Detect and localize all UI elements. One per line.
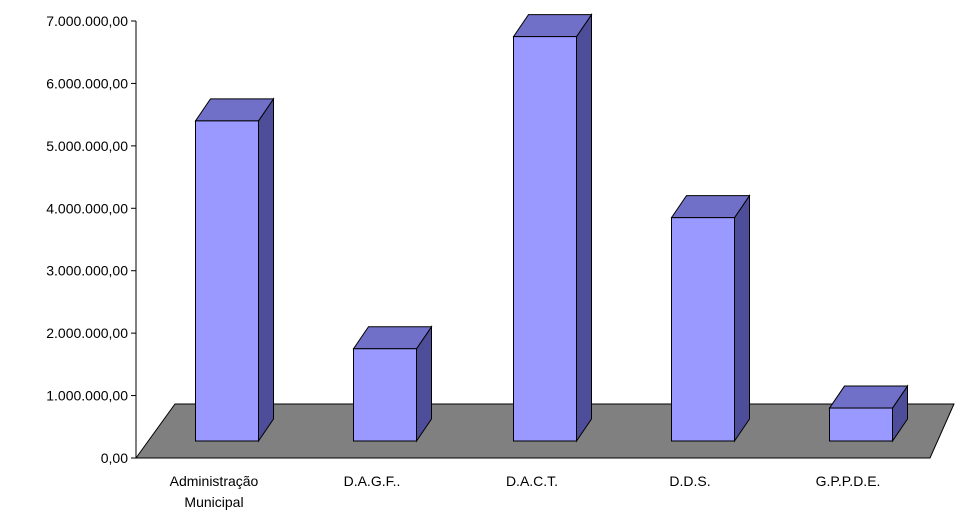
bar — [354, 327, 432, 441]
bar-front-face — [354, 349, 417, 441]
bar — [514, 15, 592, 441]
x-axis-labels: Administração Municipal D.A.G.F.. D.A.C.T. D… — [170, 473, 881, 510]
bar-side-face — [577, 15, 592, 441]
bar-front-face — [514, 37, 577, 441]
bar — [830, 386, 908, 441]
x-tick-label: D.D.S. — [669, 473, 710, 489]
x-tick-label: Municipal — [184, 494, 243, 510]
y-tick-label: 4.000.000,00 — [46, 200, 128, 216]
bar-series — [196, 15, 908, 441]
y-tick-label: 3.000.000,00 — [46, 263, 128, 279]
bar — [196, 99, 274, 441]
y-tick-label: 6.000.000,00 — [46, 75, 128, 91]
bar-front-face — [672, 218, 735, 441]
bar-side-face — [259, 99, 274, 441]
x-tick-label: D.A.G.F.. — [344, 473, 401, 489]
y-tick-label: 1.000.000,00 — [46, 388, 128, 404]
bar-side-face — [735, 196, 750, 441]
y-tick-label: 5.000.000,00 — [46, 138, 128, 154]
bar-front-face — [830, 408, 893, 441]
y-tick-label: 0,00 — [101, 450, 128, 466]
bar-front-face — [196, 121, 259, 441]
x-tick-label: D.A.C.T. — [506, 473, 558, 489]
y-tick-label: 7.000.000,00 — [46, 13, 128, 29]
y-tick-label: 2.000.000,00 — [46, 325, 128, 341]
y-axis: 0,00 1.000.000,00 2.000.000,00 3.000.000,00… — [46, 13, 136, 466]
x-tick-label: Administração — [170, 473, 259, 489]
bar — [672, 196, 750, 441]
x-tick-label: G.P.P.D.E. — [816, 473, 881, 489]
